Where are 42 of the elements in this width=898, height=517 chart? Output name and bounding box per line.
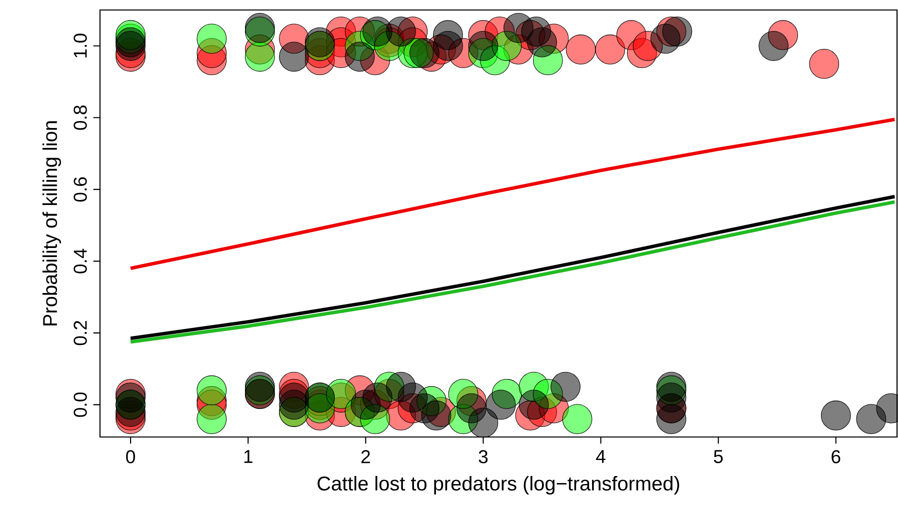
point — [279, 42, 309, 72]
point — [468, 30, 498, 61]
point — [656, 404, 686, 434]
line-series — [128, 118, 896, 270]
point — [386, 16, 416, 46]
point — [518, 390, 549, 420]
x-tick-label: 3 — [478, 450, 488, 464]
y-tick-label: 0.2 — [74, 320, 87, 346]
y-tick-label: 0.0 — [74, 392, 87, 417]
point — [344, 42, 375, 72]
point — [410, 38, 440, 68]
x-axis-title: Cattle lost to predators (log−transformed) — [318, 476, 680, 495]
point — [595, 34, 626, 64]
point — [662, 16, 692, 46]
point — [279, 390, 309, 420]
y-tick-label: 0.6 — [74, 177, 87, 202]
point — [758, 30, 789, 61]
y-tick-label: 1.0 — [74, 34, 87, 58]
y-axis-title: Probability of killing lion — [42, 121, 62, 326]
point — [421, 400, 452, 430]
point — [550, 372, 580, 402]
x-tick-label: 0 — [126, 450, 136, 464]
x-tick-label: 1 — [244, 450, 252, 463]
x-tick-label: 4 — [596, 450, 606, 463]
x-tick-label: 6 — [832, 450, 840, 464]
point — [468, 408, 498, 438]
point — [486, 390, 516, 420]
point — [196, 24, 227, 54]
point — [820, 400, 851, 430]
point — [362, 382, 392, 412]
point — [527, 27, 557, 58]
point — [809, 48, 840, 79]
point — [433, 30, 463, 61]
point — [562, 404, 592, 434]
x-tick-label: 2 — [361, 450, 370, 464]
y-tick-label: 0.8 — [74, 106, 87, 130]
y-tick-label: 0.4 — [74, 248, 87, 274]
point — [196, 375, 227, 406]
point — [244, 42, 275, 72]
point — [196, 404, 227, 434]
x-tick-label: 5 — [714, 450, 723, 464]
point — [566, 34, 596, 64]
